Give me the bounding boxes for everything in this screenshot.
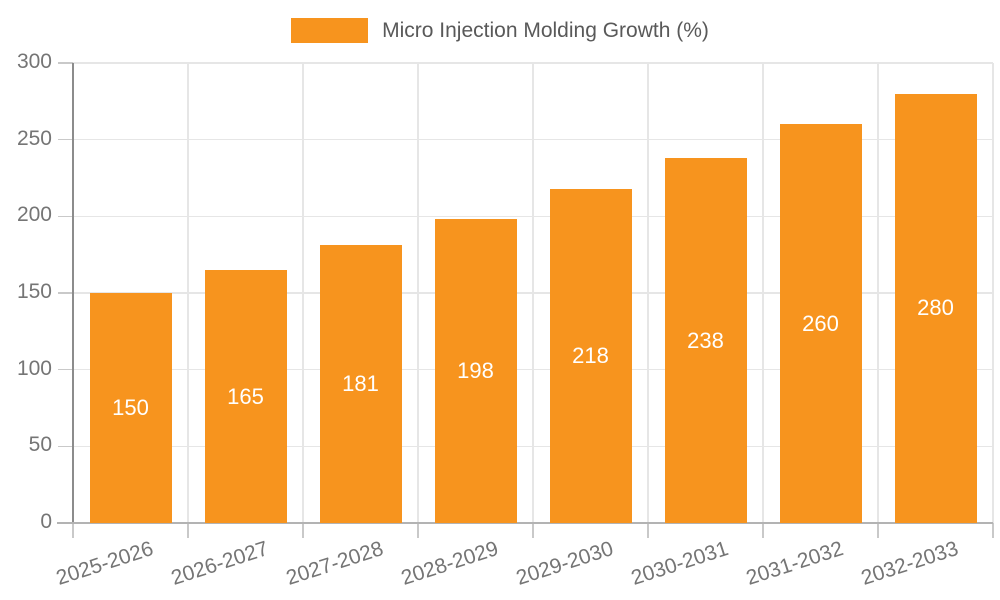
y-tick-mark [58,445,73,448]
x-tick-mark [72,523,74,538]
x-tick-mark [992,523,994,538]
gridline-vertical [877,63,879,523]
y-tick-label: 250 [16,126,52,150]
chart-legend[interactable]: Micro Injection Molding Growth (%) [0,16,1000,44]
y-tick-mark [58,368,73,371]
bar-value-label: 238 [687,327,724,353]
x-axis-line [57,522,993,524]
x-tick-mark [877,523,879,538]
y-axis-line [72,63,74,523]
gridline-vertical [187,63,189,523]
y-tick-label: 150 [16,280,52,304]
bar-value-label: 280 [917,295,954,321]
y-tick-mark [58,138,73,141]
bar[interactable]: 260 [779,124,862,523]
y-tick-label: 0 [40,510,52,534]
x-tick-mark [187,523,189,538]
plot-area: 0 50 100 150 200 250 300 150 165 181 198 218 238 260 2… [17,50,994,590]
bar[interactable]: 198 [434,219,517,523]
bar-value-label: 181 [342,371,379,397]
x-tick-mark [762,523,764,538]
gridline-vertical [992,63,994,523]
bar-value-label: 198 [457,358,494,384]
bar[interactable]: 238 [664,158,747,523]
legend-label: Micro Injection Molding Growth (%) [382,18,709,42]
x-tick-mark [417,523,419,538]
x-tick-mark [532,523,534,538]
bar-value-label: 260 [802,310,839,336]
x-tick-mark [647,523,649,538]
gridline-vertical [302,63,304,523]
bar-value-label: 150 [112,395,149,420]
y-tick-mark [58,62,73,64]
y-tick-label: 50 [28,433,52,457]
bar[interactable]: 280 [894,93,977,523]
gridline-vertical [647,63,649,523]
bar-value-label: 218 [572,342,609,368]
gridline-vertical [762,63,764,523]
y-tick-label: 300 [16,50,52,74]
bar-value-label: 165 [227,383,264,409]
bar[interactable]: 218 [549,188,632,523]
legend-swatch [291,17,369,43]
y-tick-mark [58,292,73,294]
y-tick-mark [58,215,73,218]
y-tick-label: 100 [16,356,52,380]
bar[interactable]: 181 [319,245,402,523]
gridline-vertical [417,63,419,523]
bar[interactable]: 165 [204,270,287,523]
y-tick-label: 200 [16,203,52,227]
bar[interactable]: 150 [89,293,172,523]
x-tick-mark [302,523,304,538]
gridline-vertical [532,63,534,523]
